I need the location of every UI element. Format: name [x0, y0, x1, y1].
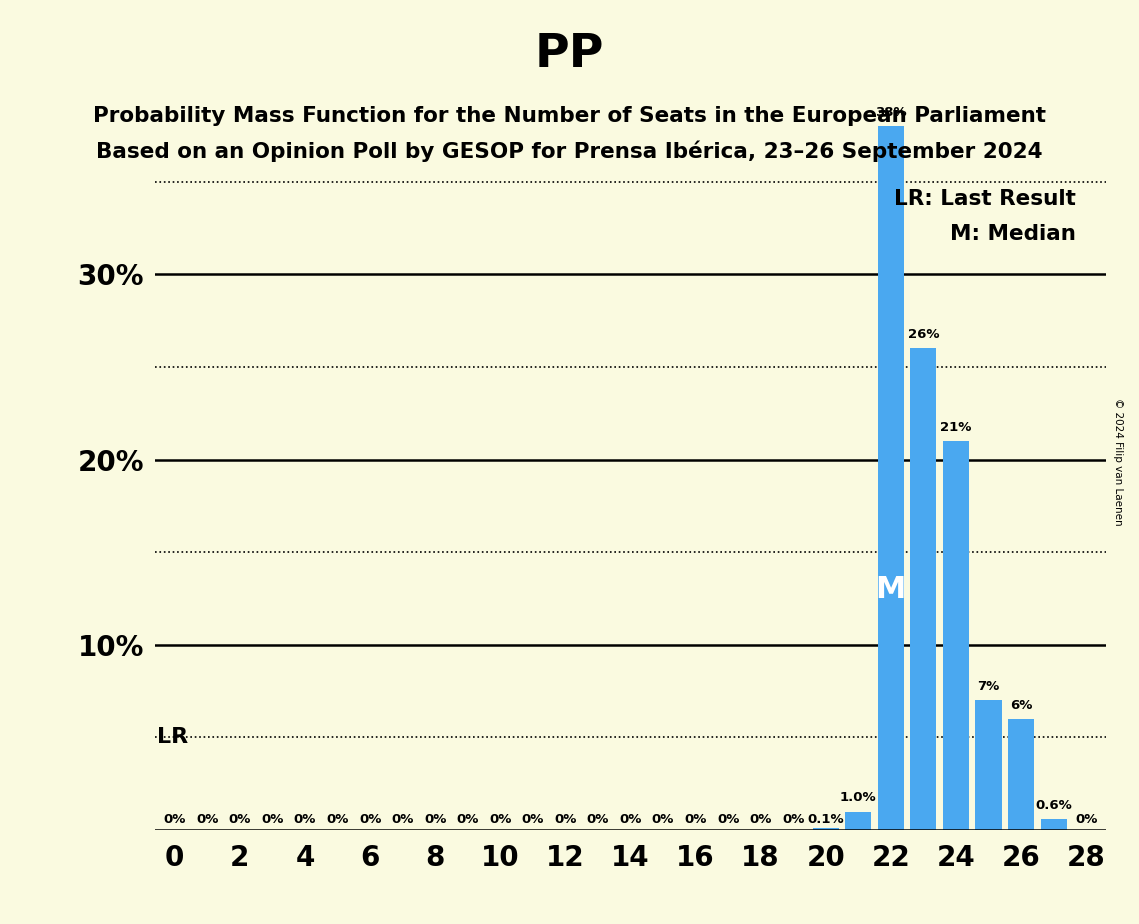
Text: 0%: 0% [164, 812, 186, 825]
Text: 26%: 26% [908, 328, 940, 341]
Text: LR: LR [157, 727, 188, 748]
Bar [813, 828, 838, 830]
Text: 0%: 0% [716, 812, 739, 825]
Bar [1008, 719, 1034, 830]
Text: Probability Mass Function for the Number of Seats in the European Parliament: Probability Mass Function for the Number… [93, 106, 1046, 127]
Bar [975, 700, 1001, 830]
Text: 0.6%: 0.6% [1035, 798, 1072, 811]
Bar [845, 811, 871, 830]
Text: LR: Last Result: LR: Last Result [894, 189, 1076, 210]
Text: 0%: 0% [782, 812, 804, 825]
Text: 0%: 0% [457, 812, 478, 825]
Text: 0.1%: 0.1% [808, 812, 844, 825]
Text: 0%: 0% [685, 812, 707, 825]
Text: 0%: 0% [522, 812, 544, 825]
Bar [910, 348, 936, 830]
Text: Based on an Opinion Poll by GESOP for Prensa Ibérica, 23–26 September 2024: Based on an Opinion Poll by GESOP for Pr… [97, 140, 1042, 162]
Text: 0%: 0% [489, 812, 511, 825]
Text: 0%: 0% [652, 812, 674, 825]
Text: 0%: 0% [196, 812, 219, 825]
Text: M: M [876, 575, 906, 603]
Text: 0%: 0% [359, 812, 382, 825]
Text: 0%: 0% [392, 812, 413, 825]
Bar [1041, 819, 1066, 830]
Text: M: Median: M: Median [950, 224, 1076, 244]
Text: 0%: 0% [327, 812, 349, 825]
Text: 1.0%: 1.0% [839, 791, 877, 804]
Text: 0%: 0% [261, 812, 284, 825]
Text: 0%: 0% [294, 812, 317, 825]
Text: 0%: 0% [424, 812, 446, 825]
Text: 38%: 38% [875, 105, 907, 118]
Text: PP: PP [534, 32, 605, 78]
Bar [943, 441, 969, 830]
Text: 0%: 0% [555, 812, 576, 825]
Text: 6%: 6% [1010, 699, 1032, 711]
Bar [878, 126, 904, 830]
Text: 21%: 21% [941, 420, 972, 433]
Text: © 2024 Filip van Laenen: © 2024 Filip van Laenen [1114, 398, 1123, 526]
Text: 0%: 0% [229, 812, 251, 825]
Text: 0%: 0% [749, 812, 772, 825]
Text: 0%: 0% [1075, 812, 1097, 825]
Text: 0%: 0% [620, 812, 641, 825]
Text: 7%: 7% [977, 680, 1000, 693]
Text: 0%: 0% [587, 812, 609, 825]
